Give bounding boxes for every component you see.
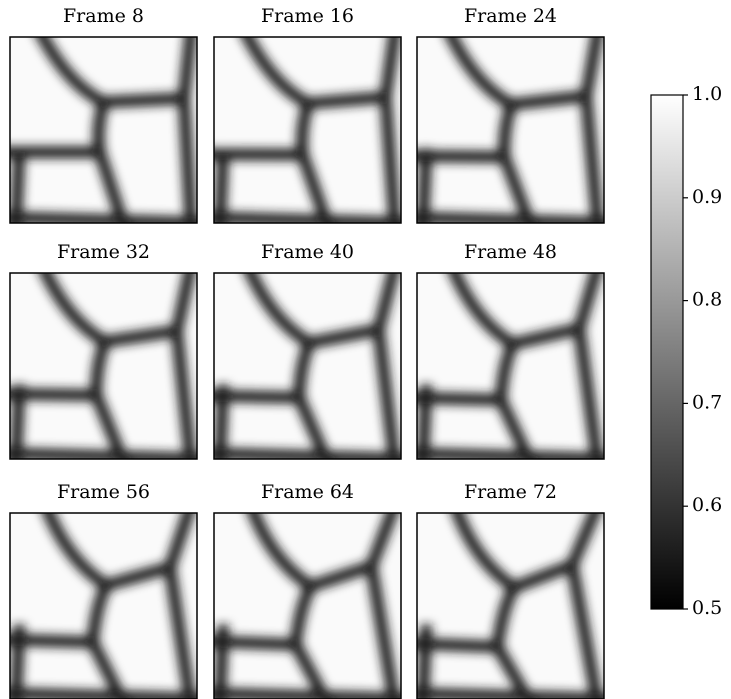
colorbar [651,95,683,609]
page: {"chart_data": {"type": "image-grid", "p… [0,0,731,699]
colorbar-tick-label: 1.0 [692,83,722,105]
panel-image [408,504,614,699]
panel-image [1,504,207,699]
panel-title: Frame 72 [464,481,557,503]
panel-image [408,264,614,469]
panel-image [205,264,411,469]
panel-image [408,28,614,233]
panel-title: Frame 32 [57,241,150,263]
colorbar-tick-label: 0.8 [692,289,722,311]
panel-title: Frame 48 [464,241,557,263]
panel-image [205,28,411,233]
panel-title: Frame 24 [464,5,557,27]
panel-image [205,504,411,699]
panel-title: Frame 64 [261,481,354,503]
colorbar-tick-label: 0.7 [692,391,722,413]
panel-image [1,28,207,233]
panel-title: Frame 8 [63,5,144,27]
panel-title: Frame 40 [261,241,354,263]
panel-image [1,264,207,469]
panel-title: Frame 56 [57,481,150,503]
colorbar-tick-label: 0.5 [692,597,722,619]
figure: Frame 8 Frame 16 Frame 24 Frame 32 Frame 40 F… [0,0,731,699]
colorbar-tick-label: 0.6 [692,494,722,516]
colorbar-tick-label: 0.9 [692,186,722,208]
panel-title: Frame 16 [261,5,354,27]
